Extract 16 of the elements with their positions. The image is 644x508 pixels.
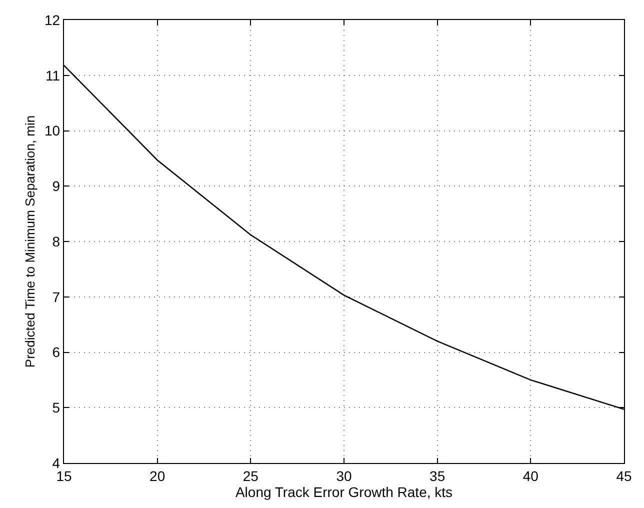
x-axis-title: Along Track Error Growth Rate, kts [235, 484, 453, 500]
y-tick-label: 10 [44, 122, 60, 139]
y-tick-label: 7 [52, 288, 60, 305]
y-tick-label: 6 [52, 344, 60, 360]
x-tick-label: 25 [242, 468, 259, 484]
y-axis-title: Predicted Time to Minimum Separation, min [22, 115, 38, 368]
y-tick-label: 9 [52, 178, 60, 194]
y-tick-label: 5 [52, 400, 60, 416]
x-tick-label: 45 [616, 468, 632, 484]
y-tick-label: 12 [44, 12, 60, 28]
y-tick-label: 8 [52, 233, 60, 250]
x-tick-label: 35 [430, 468, 446, 484]
y-tick-label: 11 [46, 67, 60, 84]
x-tick-label: 30 [336, 468, 352, 484]
x-tick-label: 40 [522, 468, 539, 484]
x-tick-label: 20 [150, 468, 166, 484]
